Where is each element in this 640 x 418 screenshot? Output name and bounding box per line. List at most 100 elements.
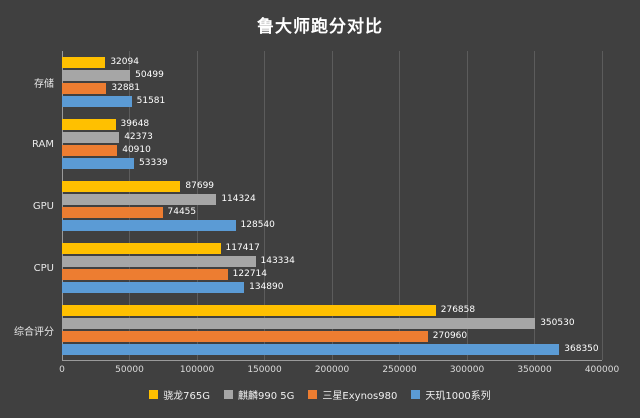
bar — [62, 194, 217, 205]
bar-row: 143334 — [62, 256, 602, 267]
y-axis-line — [61, 51, 63, 360]
bar-row: 350530 — [62, 318, 602, 329]
bar-row: 276858 — [62, 305, 602, 316]
bar-stack: 117417 143334 122714 134890 — [62, 243, 602, 293]
bar-value-label: 117417 — [225, 243, 260, 253]
bar — [62, 220, 236, 231]
bar — [62, 243, 221, 254]
bar-value-label: 40910 — [122, 145, 151, 155]
bar — [62, 132, 120, 143]
legend-item: 天玑1000系列 — [411, 387, 491, 402]
x-tick-label: 50000 — [115, 365, 144, 375]
bar-row: 42373 — [62, 132, 602, 143]
bar-row: 74455 — [62, 207, 602, 218]
bar-value-label: 350530 — [540, 318, 575, 328]
x-tick-label: 300000 — [449, 365, 485, 375]
bar-groups-container: 存储 32094 50499 32881 51581 RAM 39648 42373 40910… — [8, 51, 602, 361]
legend-item: 麒麟990 5G — [224, 387, 294, 402]
legend-label: 天玑1000系列 — [425, 391, 491, 402]
bar — [62, 256, 256, 267]
legend-item: 三星Exynos980 — [308, 387, 397, 402]
bar-row: 51581 — [62, 96, 602, 107]
bar-row: 32094 — [62, 57, 602, 68]
gridline — [466, 51, 468, 360]
bar-value-label: 51581 — [136, 96, 166, 106]
category-group: GPU 87699 114324 74455 128540 — [8, 175, 602, 237]
y-axis-label: CPU — [33, 262, 54, 274]
legend-swatch — [411, 390, 421, 399]
bar-value-label: 122714 — [232, 269, 268, 279]
gridline — [601, 51, 603, 360]
bar-value-label: 39648 — [120, 119, 150, 129]
bar-value-label: 50499 — [135, 70, 164, 80]
bar — [62, 96, 132, 107]
y-axis-label: 综合评分 — [14, 326, 54, 338]
bar-stack: 39648 42373 40910 53339 — [62, 119, 602, 169]
category-group: RAM 39648 42373 40910 53339 — [8, 113, 602, 175]
bar-value-label: 74455 — [167, 207, 197, 217]
bar-value-label: 128540 — [240, 220, 275, 230]
bar-row: 40910 — [62, 145, 602, 156]
x-tick-label: 200000 — [314, 365, 350, 375]
bar-value-label: 53339 — [139, 158, 168, 168]
bar-value-label: 87699 — [185, 181, 215, 191]
bar-value-label: 270960 — [432, 331, 468, 341]
bar-value-label: 42373 — [124, 132, 153, 142]
x-tick-label: 100000 — [179, 365, 215, 375]
legend-item: 骁龙765G — [149, 387, 210, 402]
bar-row: 114324 — [62, 194, 602, 205]
category-group: CPU 117417 143334 122714 134890 — [8, 237, 602, 299]
bar-stack: 87699 114324 74455 128540 — [62, 181, 602, 231]
bar-row: 270960 — [62, 331, 602, 342]
bar-row: 128540 — [62, 220, 602, 231]
bar — [62, 305, 436, 316]
bar-value-label: 143334 — [260, 256, 295, 266]
gridline — [196, 51, 198, 360]
bar — [62, 70, 131, 81]
bar-row: 87699 — [62, 181, 602, 192]
bar-value-label: 134890 — [249, 282, 284, 292]
gridline — [129, 51, 130, 360]
plot-area: 存储 32094 50499 32881 51581 RAM 39648 42373 40910… — [8, 51, 603, 361]
x-tick-label: 400000 — [584, 365, 620, 375]
bar-row: 50499 — [62, 70, 602, 81]
legend-swatch — [308, 390, 318, 399]
chart-title: 鲁大师跑分对比 — [257, 17, 383, 37]
bar-row: 134890 — [62, 282, 602, 293]
x-axis: 0 50000 100000 150000 200000 250000 300000 3500… — [59, 363, 619, 377]
bar-value-label: 114324 — [221, 194, 256, 204]
bar-stack: 276858 350530 270960 368350 — [62, 305, 602, 355]
legend-label: 三星Exynos980 — [322, 391, 398, 402]
x-tick-label: 350000 — [517, 365, 552, 375]
bar — [62, 181, 181, 192]
bar-value-label: 368350 — [564, 344, 599, 354]
category-group: 存储 32094 50499 32881 51581 — [8, 51, 602, 113]
bar — [62, 57, 106, 68]
gridlines-container — [61, 51, 603, 361]
bar-row: 39648 — [62, 119, 602, 130]
legend-swatch — [149, 390, 159, 399]
bar — [62, 318, 536, 329]
gridline — [534, 51, 535, 360]
bar-row: 122714 — [62, 269, 602, 280]
gridline — [399, 51, 400, 360]
y-axis-label: GPU — [32, 200, 54, 212]
bar-value-label: 32881 — [111, 83, 141, 93]
bar — [62, 158, 134, 169]
bar-row: 53339 — [62, 158, 602, 169]
bar-row: 368350 — [62, 344, 602, 355]
category-group: 综合评分 276858 350530 270960 368350 — [8, 299, 602, 361]
x-tick-label: 250000 — [382, 365, 417, 375]
bar-row: 32881 — [62, 83, 602, 94]
bar — [62, 119, 116, 130]
legend-label: 骁龙765G — [163, 391, 211, 402]
gridline — [331, 51, 333, 360]
legend-swatch — [224, 390, 234, 399]
y-axis-label: 存储 — [34, 78, 54, 90]
bar — [62, 282, 245, 293]
bar-value-label: 32094 — [110, 57, 139, 67]
bar — [62, 331, 428, 342]
chart-legend: 骁龙765G 麒麟990 5G 三星Exynos980 天玑1000系列 — [0, 387, 640, 402]
x-tick-label: 0 — [59, 365, 65, 375]
